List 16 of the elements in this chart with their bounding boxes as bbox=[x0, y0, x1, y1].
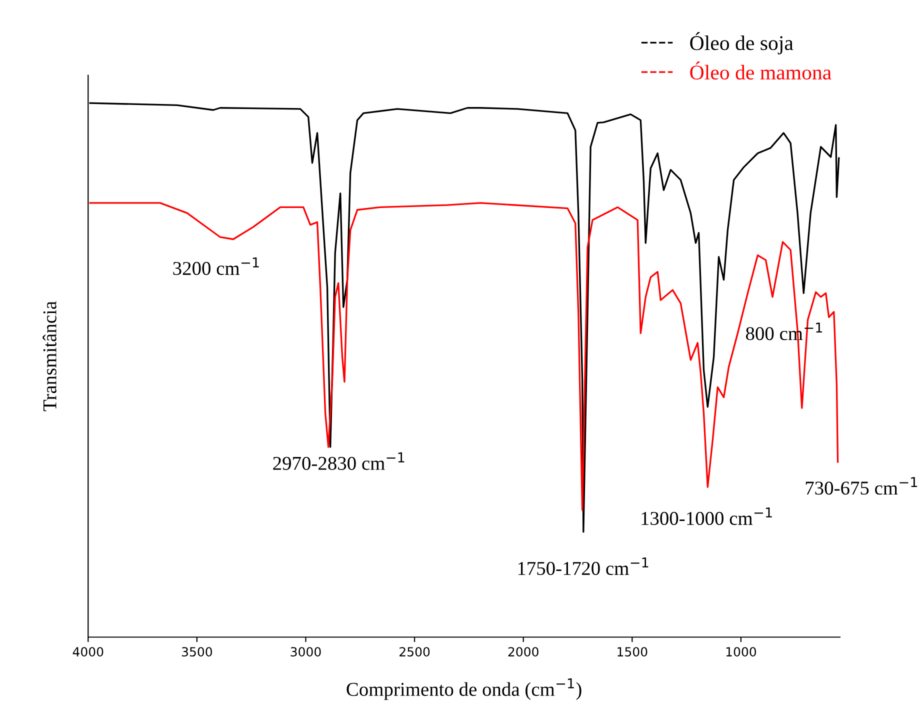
x-tick-label: 4000 bbox=[72, 647, 104, 657]
annotation: 1750-1720 cm$^{−1}$ bbox=[518, 557, 648, 576]
annotation: 730-675 cm$^{−1}$ bbox=[806, 477, 918, 495]
x-tick-label: 2000 bbox=[508, 647, 538, 657]
legend-label: Óleo de mamona bbox=[690, 62, 832, 80]
x-tick-label: 1500 bbox=[618, 647, 648, 657]
x-tick-label: 3000 bbox=[290, 647, 321, 657]
annotation: 3200 cm$^{−1}$ bbox=[173, 257, 259, 276]
x-tick-label: 3500 bbox=[182, 647, 212, 657]
annotation: 1300-1000 cm$^{−1}$ bbox=[642, 507, 772, 526]
legend-label: Óleo de soja bbox=[690, 32, 794, 54]
x-tick-label: 2500 bbox=[400, 647, 430, 657]
annotation: 2970-2830 cm$^{−1}$ bbox=[273, 452, 404, 470]
y-axis-title: Transmitância bbox=[42, 301, 56, 412]
x-axis-title: Comprimento de onda (cm$^{−1}$) bbox=[346, 678, 582, 700]
x-tick-label: 1000 bbox=[726, 647, 756, 657]
